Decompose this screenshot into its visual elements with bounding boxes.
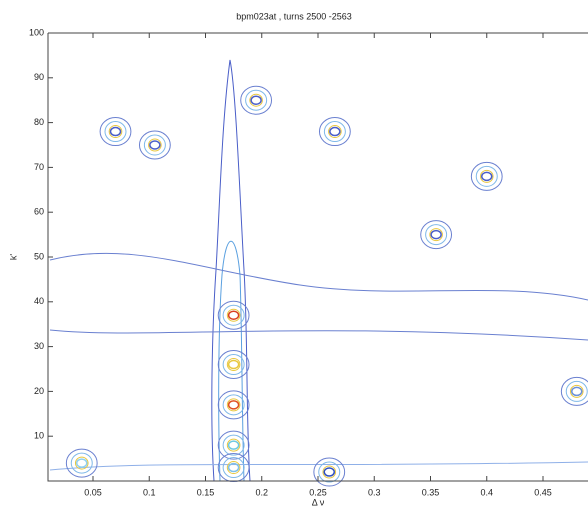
contour-ring (143, 134, 166, 156)
contour-ring (217, 453, 250, 483)
y-tick-label: 20 (34, 386, 44, 396)
contour-ring (217, 350, 250, 380)
contour-ring (420, 220, 453, 250)
contour-peak (481, 171, 493, 182)
contour-ring (226, 461, 241, 475)
contour-ring (560, 376, 588, 406)
contour-ring (475, 165, 498, 187)
contour-ring (249, 93, 263, 107)
axis-frame (47, 33, 588, 482)
contour-ring (70, 452, 93, 474)
contour-ring (104, 121, 127, 143)
contour-ring (313, 457, 346, 487)
contour-ring (318, 461, 341, 483)
contour-band (211, 59, 251, 482)
contour-ring (99, 117, 132, 147)
contour-ring (217, 300, 250, 330)
x-tick-label: 0.2 (255, 487, 268, 497)
contour-peak (250, 95, 262, 105)
contour-ring (429, 228, 443, 242)
contour-ring (108, 125, 123, 139)
contour-ring (565, 380, 588, 402)
contour-ring (148, 138, 162, 152)
y-tick-label: 80 (34, 117, 44, 127)
y-tick-label: 40 (34, 296, 44, 306)
plot-area (49, 59, 588, 487)
contour-ring (240, 85, 273, 115)
y-tick-label: 60 (34, 207, 44, 217)
contour-ring (65, 448, 98, 478)
y-tick-label: 30 (34, 341, 44, 351)
x-tick-label: 0.1 (143, 487, 156, 497)
contour-ring (222, 394, 245, 416)
contour-ring (222, 457, 245, 479)
y-axis-label: k' (8, 254, 18, 261)
y-tick-label: 10 (34, 431, 44, 441)
contour-ring (479, 169, 494, 183)
contour-ring (226, 308, 241, 322)
contour-ring (470, 161, 503, 191)
contour-peak (227, 462, 240, 473)
contour-peak (571, 386, 583, 397)
contour-peak (76, 458, 88, 468)
x-tick-label: 0.45 (534, 487, 552, 497)
contour-ring (222, 354, 245, 376)
contour-ring (569, 384, 584, 398)
contour-peak (149, 140, 161, 150)
contour-ring (217, 430, 250, 460)
y-tick-label: 70 (34, 162, 44, 172)
contour-ring (318, 117, 351, 147)
y-tick-label: 90 (34, 72, 44, 82)
x-tick-label: 0.4 (480, 487, 493, 497)
contour-peak (227, 310, 240, 320)
contour-ring (245, 89, 268, 111)
y-tick-label: 50 (34, 251, 44, 261)
contour-ring (226, 438, 241, 452)
chart-title: bpm023at , turns 2500 -2563 (236, 11, 352, 21)
contour-ring (222, 434, 245, 456)
contour-ring (138, 130, 171, 160)
contour-peak (109, 126, 122, 137)
contour-band (49, 252, 588, 301)
contour-ring (74, 456, 89, 470)
y-tick-label: 100 (29, 27, 44, 37)
contour-peak (227, 440, 240, 450)
contour-peak (323, 467, 335, 477)
contour-band (49, 329, 588, 341)
x-tick-label: 0.05 (84, 487, 102, 497)
contour-ring (226, 358, 241, 372)
contour-ring (322, 465, 337, 479)
contour-peak (227, 359, 240, 370)
contour-ring (226, 398, 241, 412)
contour-peak (329, 126, 341, 137)
contour-peak (227, 400, 240, 410)
x-tick-label: 0.3 (368, 487, 381, 497)
contour-ring (425, 224, 448, 246)
contour-ring (323, 121, 346, 143)
x-tick-label: 0.15 (197, 487, 215, 497)
contour-ring (222, 304, 245, 326)
x-tick-label: 0.35 (422, 487, 440, 497)
x-axis-label: Δ ν (312, 497, 325, 507)
contour-band (218, 241, 245, 482)
contour-peak (430, 229, 442, 240)
contour-ring (328, 125, 342, 139)
x-tick-label: 0.25 (309, 487, 327, 497)
contour-ring (217, 390, 250, 420)
